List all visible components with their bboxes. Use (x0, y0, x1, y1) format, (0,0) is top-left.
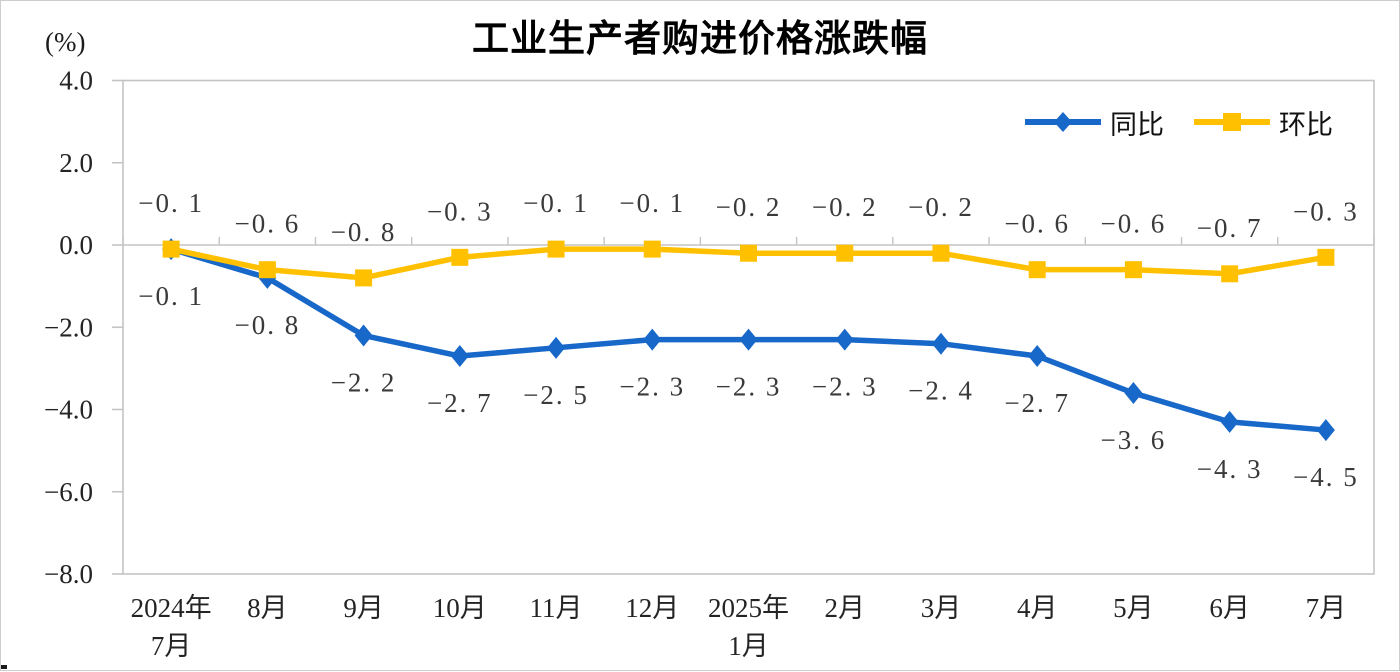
mom-line-square-icon (1194, 113, 1270, 131)
y-tick-label: −4.0 (44, 395, 93, 425)
data-label-mom: −0. 2 (908, 192, 974, 222)
data-label-mom: −0. 2 (812, 192, 878, 222)
data-point-yoy (547, 336, 566, 359)
data-point-mom (1124, 261, 1142, 279)
data-label-yoy: −2. 2 (331, 367, 397, 397)
data-point-mom (258, 261, 276, 279)
data-label-mom: −0. 6 (1101, 209, 1167, 239)
data-label-yoy: −2. 7 (427, 388, 493, 418)
data-point-mom (932, 244, 950, 262)
data-point-mom (1028, 261, 1046, 279)
plot-border (122, 79, 1375, 575)
data-point-mom (547, 240, 565, 258)
data-point-yoy (835, 328, 854, 351)
data-point-yoy (450, 345, 469, 368)
data-label-mom: −0. 1 (523, 188, 589, 218)
data-label-yoy: −2. 7 (1004, 388, 1070, 418)
chart-title: 工业生产者购进价格涨跌幅 (472, 18, 928, 59)
data-point-mom (836, 244, 854, 262)
legend-item-mom: 环比 (1192, 103, 1333, 142)
data-label-yoy: −2. 3 (619, 372, 685, 402)
x-axis-label: 3月 (921, 593, 962, 623)
y-tick-label: 0.0 (59, 230, 93, 260)
data-label-yoy: −3. 6 (1101, 425, 1167, 455)
data-point-yoy (931, 332, 950, 355)
legend-label-mom: 环比 (1279, 109, 1333, 140)
data-point-yoy (643, 328, 662, 351)
x-axis-label: 2025年 1月 (708, 593, 789, 661)
data-point-mom (740, 244, 757, 262)
data-point-yoy (1028, 345, 1047, 368)
data-point-yoy (1124, 382, 1143, 405)
x-axis-label: 4月 (1017, 593, 1058, 623)
x-axis-label: 11月 (530, 593, 583, 623)
data-label-yoy: −0. 8 (234, 310, 300, 340)
data-label-mom: −0. 7 (1197, 213, 1263, 243)
y-axis-unit-label: (%) (45, 27, 86, 57)
data-label-yoy: −2. 3 (716, 372, 782, 402)
x-axis-label: 8月 (247, 593, 288, 623)
y-tick-label: −8.0 (44, 559, 93, 589)
data-point-mom (643, 240, 661, 258)
data-label-mom: −0. 8 (331, 217, 397, 247)
x-axis-label: 6月 (1209, 593, 1250, 623)
data-label-mom: −0. 1 (619, 188, 685, 218)
data-label-yoy: −4. 3 (1197, 454, 1263, 484)
data-point-mom (1317, 248, 1335, 266)
data-label-mom: −0. 3 (427, 196, 493, 226)
legend-item-yoy: 同比 (1023, 103, 1164, 142)
data-point-mom (1221, 265, 1239, 283)
data-point-yoy (1220, 410, 1239, 433)
data-label-mom: −0. 3 (1293, 196, 1359, 226)
data-label-mom: −0. 2 (716, 192, 782, 222)
y-tick-label: −2.0 (44, 312, 93, 342)
data-point-yoy (739, 328, 758, 351)
x-axis-label: 2月 (824, 593, 865, 623)
x-axis-label: 10月 (433, 593, 487, 623)
x-axis-label: 12月 (625, 593, 679, 623)
data-label-yoy: −0. 1 (138, 281, 204, 311)
data-point-mom (355, 269, 373, 287)
data-point-yoy (1316, 419, 1335, 442)
x-axis-label: 5月 (1113, 593, 1154, 623)
legend: 同比 环比 (1023, 103, 1333, 142)
y-tick-label: 4.0 (59, 66, 93, 96)
y-tick-label: −6.0 (44, 477, 93, 507)
data-label-mom: −0. 6 (1004, 209, 1070, 239)
y-tick-label: 2.0 (59, 148, 93, 178)
data-label-mom: −0. 6 (234, 209, 300, 239)
screenshot-corner-artifact (1, 665, 7, 669)
data-label-yoy: −2. 5 (523, 380, 589, 410)
data-point-mom (451, 248, 469, 266)
yoy-line-diamond-icon (1025, 112, 1101, 132)
data-label-yoy: −2. 3 (812, 372, 878, 402)
x-axis-label: 2024年 7月 (131, 593, 212, 661)
data-point-mom (162, 240, 180, 258)
data-label-yoy: −2. 4 (908, 376, 974, 406)
data-label-yoy: −4. 5 (1293, 462, 1359, 492)
x-axis-label: 9月 (343, 593, 384, 623)
legend-label-yoy: 同比 (1110, 109, 1164, 140)
x-axis-label: 7月 (1306, 593, 1347, 623)
data-point-yoy (354, 324, 373, 347)
data-label-mom: −0. 1 (138, 188, 204, 218)
